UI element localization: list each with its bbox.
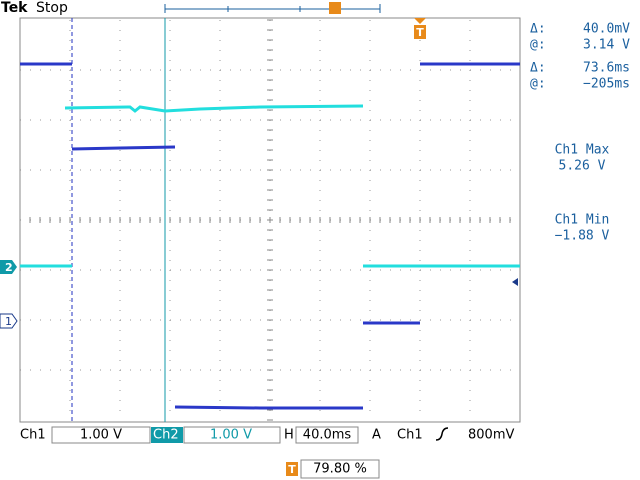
ch2-marker [0,260,17,274]
graticule [19,19,521,421]
trigger-position-box [300,459,380,479]
ch1-marker [0,313,18,329]
ch1-trace [20,62,520,410]
trigger-position: 79.80 % [313,462,367,477]
trigger-source: Ch1 [397,428,423,443]
trigger-mode: A [372,428,381,443]
measurement-value: −1.88 V [555,229,610,244]
measurement-label: Ch1 Min [555,213,610,228]
readout-symbol: Δ: [530,61,546,76]
readout-value: 3.14 V [583,38,630,53]
ch1-segment [174,405,363,410]
trigger-level-marker [512,278,518,286]
trigger-time-label: T [416,26,424,39]
trigger-position-icon [286,462,298,476]
ch1-scale-box [51,426,151,444]
brand: Tek [1,0,28,16]
trigger-position-icon-label: T [288,463,296,476]
readout-symbol: Δ: [530,22,546,37]
horizontal-label: H [284,428,294,443]
horizontal-scale: 40.0ms [303,428,352,443]
trigger-level: 800mV [468,428,514,443]
ch1-marker-label: 1 [5,315,12,328]
cursor-readouts: Δ: 40.0mV @: 3.14 V Δ: 73.6ms @: −205ms [530,22,630,92]
graticule-border [19,17,521,423]
ch1-segment [71,145,176,151]
ch2-scale: 1.00 V [210,428,252,443]
ch1-scale: 1.00 V [80,428,122,443]
bracket-lines [164,4,381,13]
horizontal-scale-box [295,426,359,444]
record-bracket [164,4,381,13]
readout-value: 73.6ms [583,61,630,76]
ch2-segment [64,104,364,113]
trigger-slope-icon [435,427,449,441]
ch2-trace [20,104,520,268]
ch1-label: Ch1 [20,428,46,443]
measurement-label: Ch1 Max [555,143,610,158]
ch2-scale-box [183,426,281,444]
ch2-label: Ch2 [153,428,179,443]
readout-value: −205ms [583,77,630,92]
readout-symbol: @: [530,38,546,53]
readout-value: 40.0mV [583,22,630,37]
acquisition-status: Stop [36,0,68,16]
measurement-value: 5.26 V [559,159,606,174]
ch2-marker-label: 2 [5,261,13,274]
readout-symbol: @: [530,77,546,92]
ch2-label-box [151,427,183,443]
trigger-time-arrow [414,18,426,24]
trigger-time-marker [414,25,426,39]
record-trigger-marker [329,2,341,14]
